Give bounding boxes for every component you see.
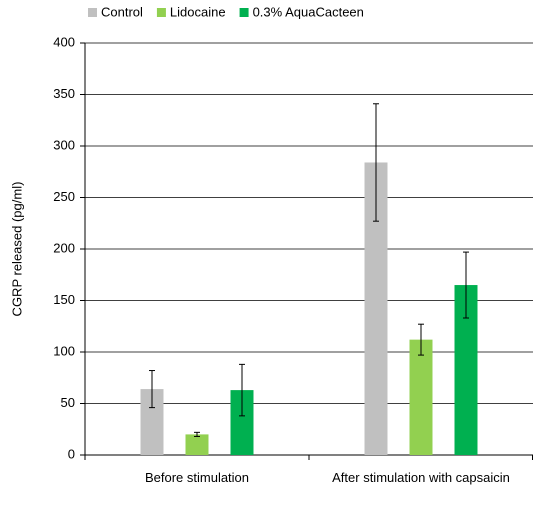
legend-label: Control xyxy=(101,4,143,19)
legend-swatch xyxy=(156,8,166,17)
y-tick-label: 50 xyxy=(61,395,75,410)
legend-label: 0.3% AquaCacteen xyxy=(253,4,364,19)
y-tick-label: 350 xyxy=(53,86,75,101)
y-tick-label: 300 xyxy=(53,137,75,152)
y-tick-label: 250 xyxy=(53,189,75,204)
bar xyxy=(364,162,388,456)
y-axis-label: CGRP released (pg/ml) xyxy=(9,182,24,317)
y-tick-label: 400 xyxy=(53,34,75,49)
x-tick-label: Before stimulation xyxy=(144,470,250,485)
x-tick-label: After stimulation with capsaicin xyxy=(332,470,510,485)
bar xyxy=(140,389,164,455)
y-tick-label: 200 xyxy=(53,240,75,255)
y-tick-label: 0 xyxy=(68,446,75,461)
legend-swatch xyxy=(239,8,249,17)
legend-swatch xyxy=(88,8,97,17)
bar xyxy=(230,390,254,455)
bar xyxy=(185,434,209,455)
bar xyxy=(454,285,478,455)
legend-label: Lidocaine xyxy=(170,4,226,19)
bar xyxy=(409,339,433,455)
y-tick-label: 100 xyxy=(53,343,75,358)
y-tick-label: 150 xyxy=(53,292,75,307)
